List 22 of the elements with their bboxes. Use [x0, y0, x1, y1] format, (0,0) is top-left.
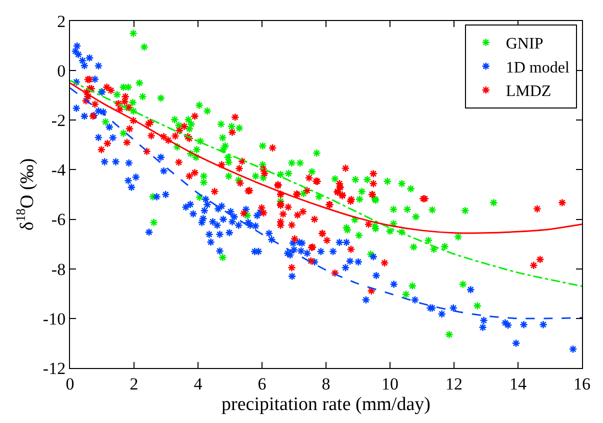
x-tick-label: 4 — [194, 374, 203, 394]
x-tick-label: 2 — [130, 374, 138, 394]
x-tick-label: 12 — [446, 374, 462, 394]
legend-label: GNIP — [506, 36, 544, 53]
x-tick-label: 16 — [574, 374, 590, 394]
legend-label: 1D model — [506, 59, 570, 76]
y-tick-label: -6 — [51, 210, 66, 230]
line-series — [70, 82, 582, 234]
line-series — [70, 87, 582, 320]
x-tick-label: 8 — [322, 374, 330, 394]
y-tick-label: 0 — [57, 62, 66, 81]
y-tick-label: -12 — [42, 358, 66, 378]
x-tick-label: 14 — [510, 374, 527, 394]
y-tick-label: -2 — [51, 111, 66, 130]
y-tick-label: -8 — [51, 260, 66, 279]
y-tick-label: -10 — [42, 309, 66, 328]
x-tick-label: 6 — [258, 374, 266, 394]
x-tick-label: 10 — [382, 374, 398, 394]
y-tick-label: -4 — [51, 160, 66, 180]
x-axis-title: precipitation rate (mm/day) — [222, 394, 430, 416]
legend-label: LMDZ — [506, 83, 552, 100]
y-tick-label: 2 — [57, 12, 66, 31]
